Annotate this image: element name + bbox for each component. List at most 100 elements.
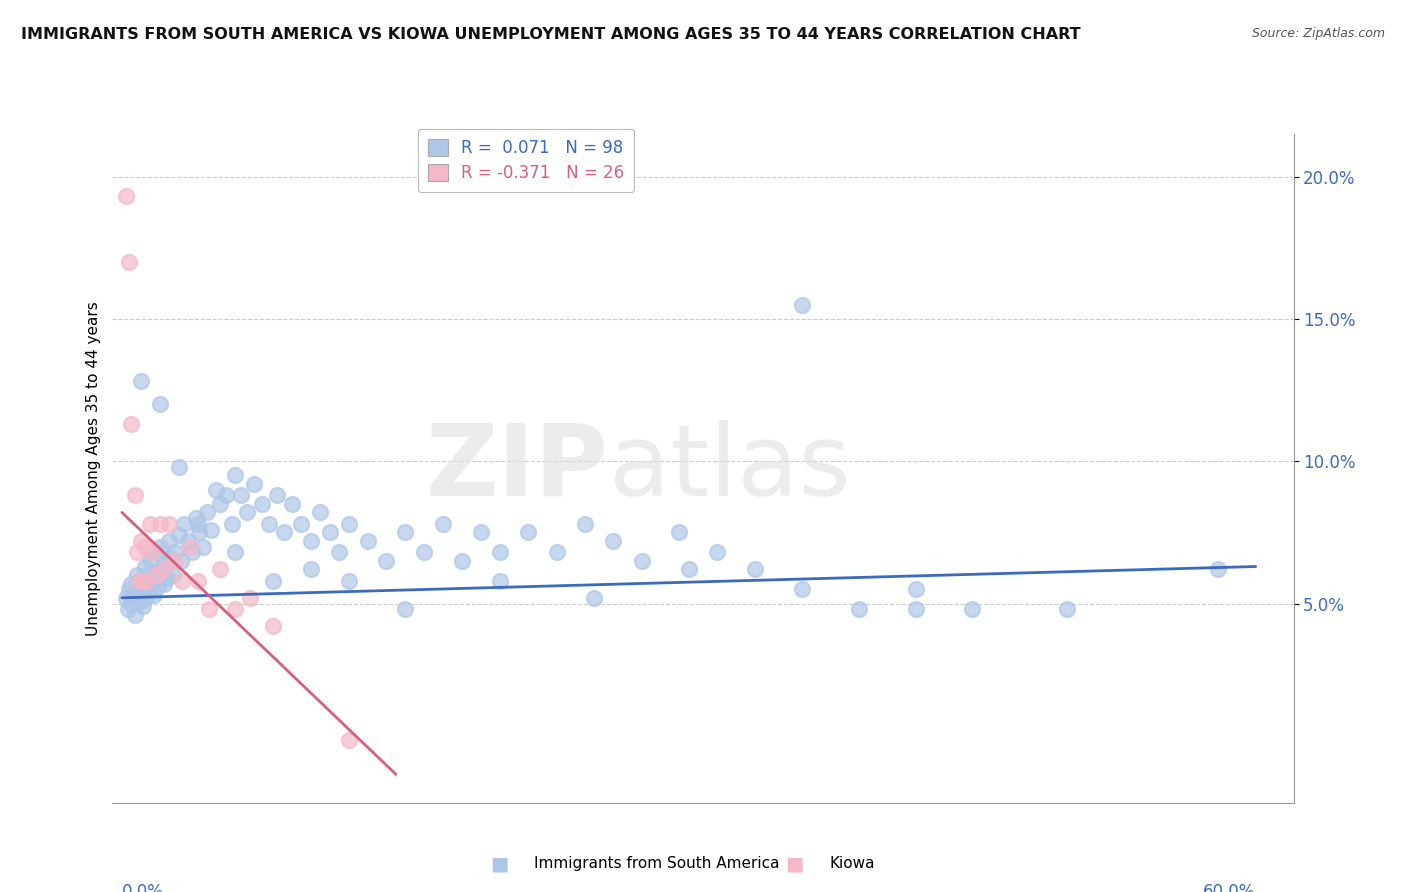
Point [904, 602, 927, 616]
Point [706, 545, 728, 559]
Point [167, 528, 190, 542]
Point [135, 591, 157, 605]
Point [149, 397, 172, 411]
Point [489, 545, 512, 559]
Point [122, 588, 145, 602]
Text: ■: ■ [489, 854, 509, 873]
Point [546, 545, 568, 559]
Point [309, 505, 332, 519]
Point [149, 516, 172, 531]
Point [299, 533, 322, 548]
Point [128, 574, 150, 588]
Point [262, 574, 284, 588]
Point [432, 516, 454, 531]
Point [200, 523, 222, 537]
Point [149, 540, 172, 554]
Point [134, 540, 156, 554]
Point [1206, 562, 1229, 576]
Point [138, 568, 160, 582]
Point [128, 574, 150, 588]
Point [120, 576, 142, 591]
Point [129, 593, 152, 607]
Point [114, 591, 136, 605]
Point [163, 554, 186, 568]
Point [517, 525, 540, 540]
Point [145, 545, 167, 559]
Point [145, 565, 167, 579]
Text: 0.0%: 0.0% [122, 882, 165, 892]
Point [337, 574, 360, 588]
Point [1056, 602, 1078, 616]
Point [134, 576, 156, 591]
Point [198, 602, 221, 616]
Point [195, 505, 218, 519]
Point [143, 588, 166, 602]
Text: Immigrants from South America: Immigrants from South America [534, 856, 780, 871]
Point [129, 533, 152, 548]
Point [118, 255, 141, 269]
Point [451, 554, 474, 568]
Point [243, 477, 266, 491]
Point [139, 582, 162, 597]
Point [169, 554, 191, 568]
Text: Source: ZipAtlas.com: Source: ZipAtlas.com [1251, 27, 1385, 40]
Point [792, 582, 814, 597]
Text: IMMIGRANTS FROM SOUTH AMERICA VS KIOWA UNEMPLOYMENT AMONG AGES 35 TO 44 YEARS CO: IMMIGRANTS FROM SOUTH AMERICA VS KIOWA U… [21, 27, 1081, 42]
Point [179, 540, 201, 554]
Point [157, 516, 180, 531]
Point [162, 568, 184, 582]
Point [152, 562, 174, 576]
Point [259, 516, 281, 531]
Point [470, 525, 492, 540]
Point [848, 602, 870, 616]
Point [209, 562, 232, 576]
Point [630, 554, 652, 568]
Point [328, 545, 350, 559]
Y-axis label: Unemployment Among Ages 35 to 44 years: Unemployment Among Ages 35 to 44 years [86, 301, 101, 636]
Point [266, 488, 288, 502]
Point [394, 525, 416, 540]
Point [394, 602, 416, 616]
Point [118, 582, 141, 597]
Point [180, 545, 202, 559]
Point [155, 557, 177, 571]
Point [319, 525, 342, 540]
Point [120, 417, 142, 432]
Point [188, 525, 211, 540]
Point [299, 562, 322, 576]
Point [172, 574, 194, 588]
Point [145, 568, 167, 582]
Point [574, 516, 596, 531]
Point [132, 599, 155, 614]
Point [904, 582, 927, 597]
Point [281, 497, 304, 511]
Point [124, 488, 146, 502]
Point [135, 574, 157, 588]
Point [139, 516, 162, 531]
Point [583, 591, 606, 605]
Point [262, 619, 284, 633]
Point [186, 516, 208, 531]
Point [290, 516, 312, 531]
Point [139, 554, 162, 568]
Text: ZIP: ZIP [426, 420, 609, 516]
Point [678, 562, 700, 576]
Point [744, 562, 766, 576]
Point [193, 540, 215, 554]
Point [356, 533, 378, 548]
Point [250, 497, 273, 511]
Point [141, 545, 163, 559]
Point [129, 579, 152, 593]
Point [602, 533, 624, 548]
Point [141, 574, 163, 588]
Point [160, 551, 183, 566]
Text: ■: ■ [785, 854, 804, 873]
Point [163, 545, 186, 559]
Point [273, 525, 295, 540]
Point [205, 483, 228, 497]
Point [117, 602, 139, 616]
Point [224, 545, 246, 559]
Point [120, 597, 142, 611]
Point [239, 591, 262, 605]
Point [129, 375, 152, 389]
